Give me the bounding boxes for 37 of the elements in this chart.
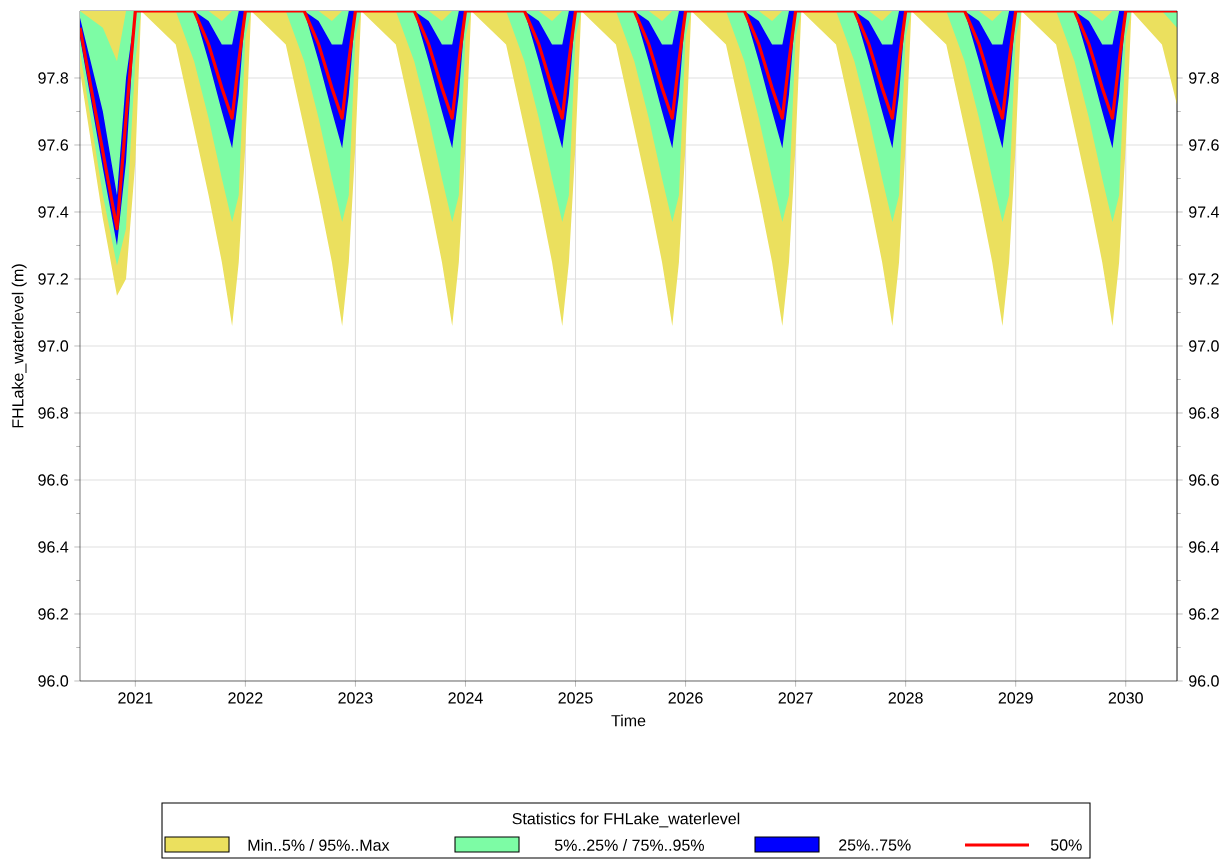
- y-axis-title: FHLake_waterlevel (m): [11, 264, 27, 428]
- x-axis-title: Time: [611, 714, 646, 727]
- x-tick-label: 2025: [558, 692, 593, 704]
- x-tick-label: 2022: [228, 692, 263, 704]
- x-tick-label: 2023: [338, 692, 373, 704]
- legend-label: 5%..25% / 75%..95%: [554, 839, 704, 851]
- y2-tick-label: 97.4: [1189, 206, 1219, 218]
- y2-tick-label: 96.2: [1189, 608, 1219, 620]
- x-tick-label: 2030: [1108, 692, 1143, 704]
- y-tick-label: 97.4: [38, 206, 69, 218]
- y-tick-label: 97.8: [38, 72, 69, 84]
- y-tick-label: 97.6: [38, 139, 69, 151]
- y2-tick-label: 97.0: [1189, 340, 1219, 352]
- y2-tick-label: 96.4: [1189, 541, 1219, 553]
- legend-label: 25%..75%: [839, 839, 911, 851]
- legend-label: Min..5% / 95%..Max: [248, 839, 390, 851]
- y2-tick-label: 97.2: [1189, 273, 1219, 285]
- x-tick-label: 2021: [118, 692, 153, 704]
- y-tick-label: 96.2: [38, 608, 68, 620]
- y2-tick-label: 97.6: [1189, 139, 1219, 151]
- y-tick-label: 96.8: [38, 407, 69, 419]
- legend-title: Statistics for FHLake_waterlevel: [512, 812, 740, 828]
- y-tick-label: 97.2: [38, 273, 68, 285]
- legend-label: 50%: [1050, 839, 1082, 851]
- x-tick-label: 2026: [668, 692, 703, 704]
- x-tick-label: 2028: [888, 692, 923, 704]
- y2-tick-label: 97.8: [1189, 72, 1219, 84]
- y-tick-label: 96.4: [38, 541, 69, 553]
- y-tick-label: 96.0: [38, 675, 69, 687]
- x-tick-label: 2024: [448, 692, 483, 704]
- x-tick-label: 2029: [998, 692, 1033, 704]
- y2-tick-label: 96.0: [1189, 675, 1219, 687]
- y2-tick-label: 96.6: [1189, 474, 1219, 486]
- x-tick-label: 2027: [778, 692, 813, 704]
- y-tick-label: 97.0: [38, 340, 69, 352]
- y-tick-label: 96.6: [38, 474, 69, 486]
- y2-tick-label: 96.8: [1189, 407, 1219, 419]
